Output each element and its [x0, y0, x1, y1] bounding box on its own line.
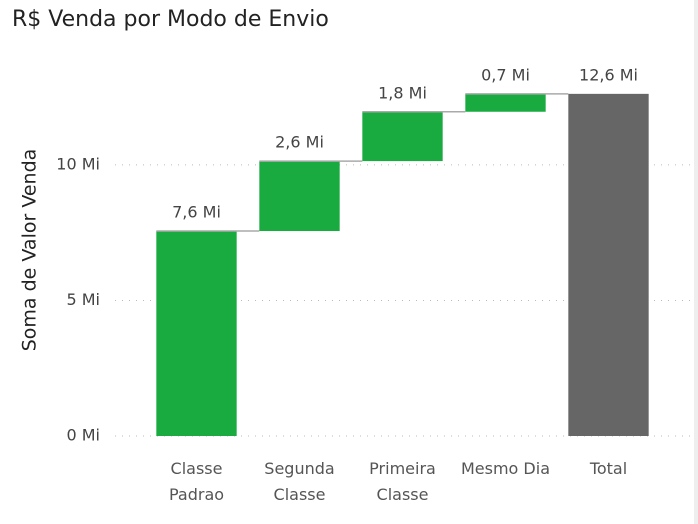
- bar: [259, 161, 340, 232]
- x-tick-label: Primeira Classe: [369, 459, 436, 504]
- x-tick-label: Mesmo Dia: [460, 459, 550, 478]
- bar: [362, 111, 443, 162]
- x-tick-label: Classe Padrao: [168, 459, 225, 504]
- chart-title: R$ Venda por Modo de Envio: [12, 7, 329, 32]
- border: [694, 0, 698, 524]
- value-label: 0,7 Mi: [481, 65, 530, 84]
- total-bar: [568, 93, 649, 436]
- y-tick-label: 5 Mi: [66, 290, 100, 309]
- y-axis-label: Soma de Valor Venda: [19, 149, 41, 352]
- y-tick-label: 0 Mi: [66, 426, 100, 445]
- value-label: 7,6 Mi: [172, 203, 221, 222]
- bar: [156, 231, 237, 436]
- x-tick-label: Total: [589, 459, 628, 478]
- x-tick-label: Segunda Classe: [264, 459, 335, 504]
- value-label: 1,8 Mi: [378, 83, 427, 102]
- value-label: 2,6 Mi: [275, 133, 324, 152]
- value-label: 12,6 Mi: [579, 65, 638, 84]
- y-tick-label: 10 Mi: [56, 154, 100, 173]
- bar: [465, 93, 546, 112]
